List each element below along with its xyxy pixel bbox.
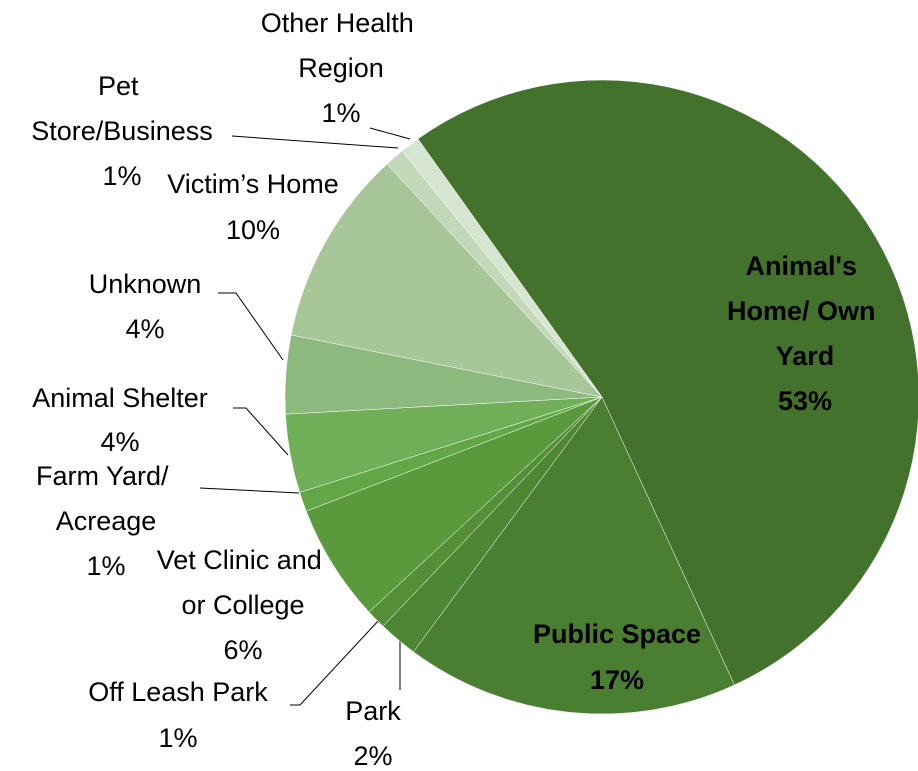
label-line: or College	[181, 590, 304, 620]
slice-value-label: 1%	[86, 551, 125, 581]
slice-value-label: 4%	[100, 427, 139, 457]
label-line: Off Leash Park	[88, 677, 268, 707]
slice-label: Animal Shelter	[32, 383, 208, 413]
slices	[284, 79, 918, 715]
label-line: Acreage	[56, 506, 157, 536]
label-line: Farm Yard/	[36, 461, 176, 491]
slice-value-label: 4%	[125, 314, 164, 344]
slice-label: Pet Store/Business	[31, 71, 213, 146]
slice-label: Victim’s Home	[167, 169, 339, 199]
label-line: Public Space	[533, 619, 701, 649]
label-line: Region	[298, 53, 384, 83]
slice-label: Animal's Home/ Own Yard	[727, 251, 883, 371]
slice-label: Public Space	[533, 619, 701, 649]
leader-line	[218, 292, 284, 361]
label-line: Animal's	[746, 251, 865, 281]
label-line: Vet Clinic and	[157, 545, 330, 575]
slice-value-label: 2%	[353, 741, 392, 771]
slice-label: Off Leash Park	[88, 677, 268, 707]
slice-value-label: 1%	[158, 723, 197, 753]
label-line: Pet	[98, 71, 146, 101]
leader-line	[290, 619, 380, 706]
pie-slice	[417, 79, 918, 686]
slice-label: Park	[345, 696, 401, 726]
slice-label: Unknown	[89, 269, 202, 299]
label-line: Yard	[776, 341, 835, 371]
pie-slice	[413, 396, 735, 715]
slice-value-label: 10%	[226, 215, 280, 245]
leader-line	[369, 127, 411, 140]
slice-value-label: 53%	[778, 386, 832, 416]
label-line: Park	[345, 696, 401, 726]
label-line: Animal Shelter	[32, 383, 208, 413]
label-line: Store/Business	[31, 116, 213, 146]
slice-value-label: 1%	[102, 161, 141, 191]
slice-value-label: 17%	[590, 665, 644, 695]
slice-label: Vet Clinic and or College	[157, 545, 330, 620]
pie-slice	[290, 163, 603, 398]
slice-value-label: 1%	[321, 98, 360, 128]
slice-label: Other Health Region	[261, 8, 422, 83]
leader-lines	[199, 127, 411, 706]
slice-label: Farm Yard/ Acreage	[36, 461, 176, 536]
leader-line	[233, 407, 289, 456]
leader-line	[199, 487, 300, 494]
leader-line	[231, 135, 399, 149]
label-line: Unknown	[89, 269, 202, 299]
pie-slice	[305, 396, 603, 613]
label-line: Home/ Own	[727, 296, 883, 326]
label-line: Victim’s Home	[167, 169, 339, 199]
pie-slice	[401, 138, 603, 398]
label-line: Other Health	[261, 8, 422, 38]
slice-value-label: 6%	[223, 635, 262, 665]
